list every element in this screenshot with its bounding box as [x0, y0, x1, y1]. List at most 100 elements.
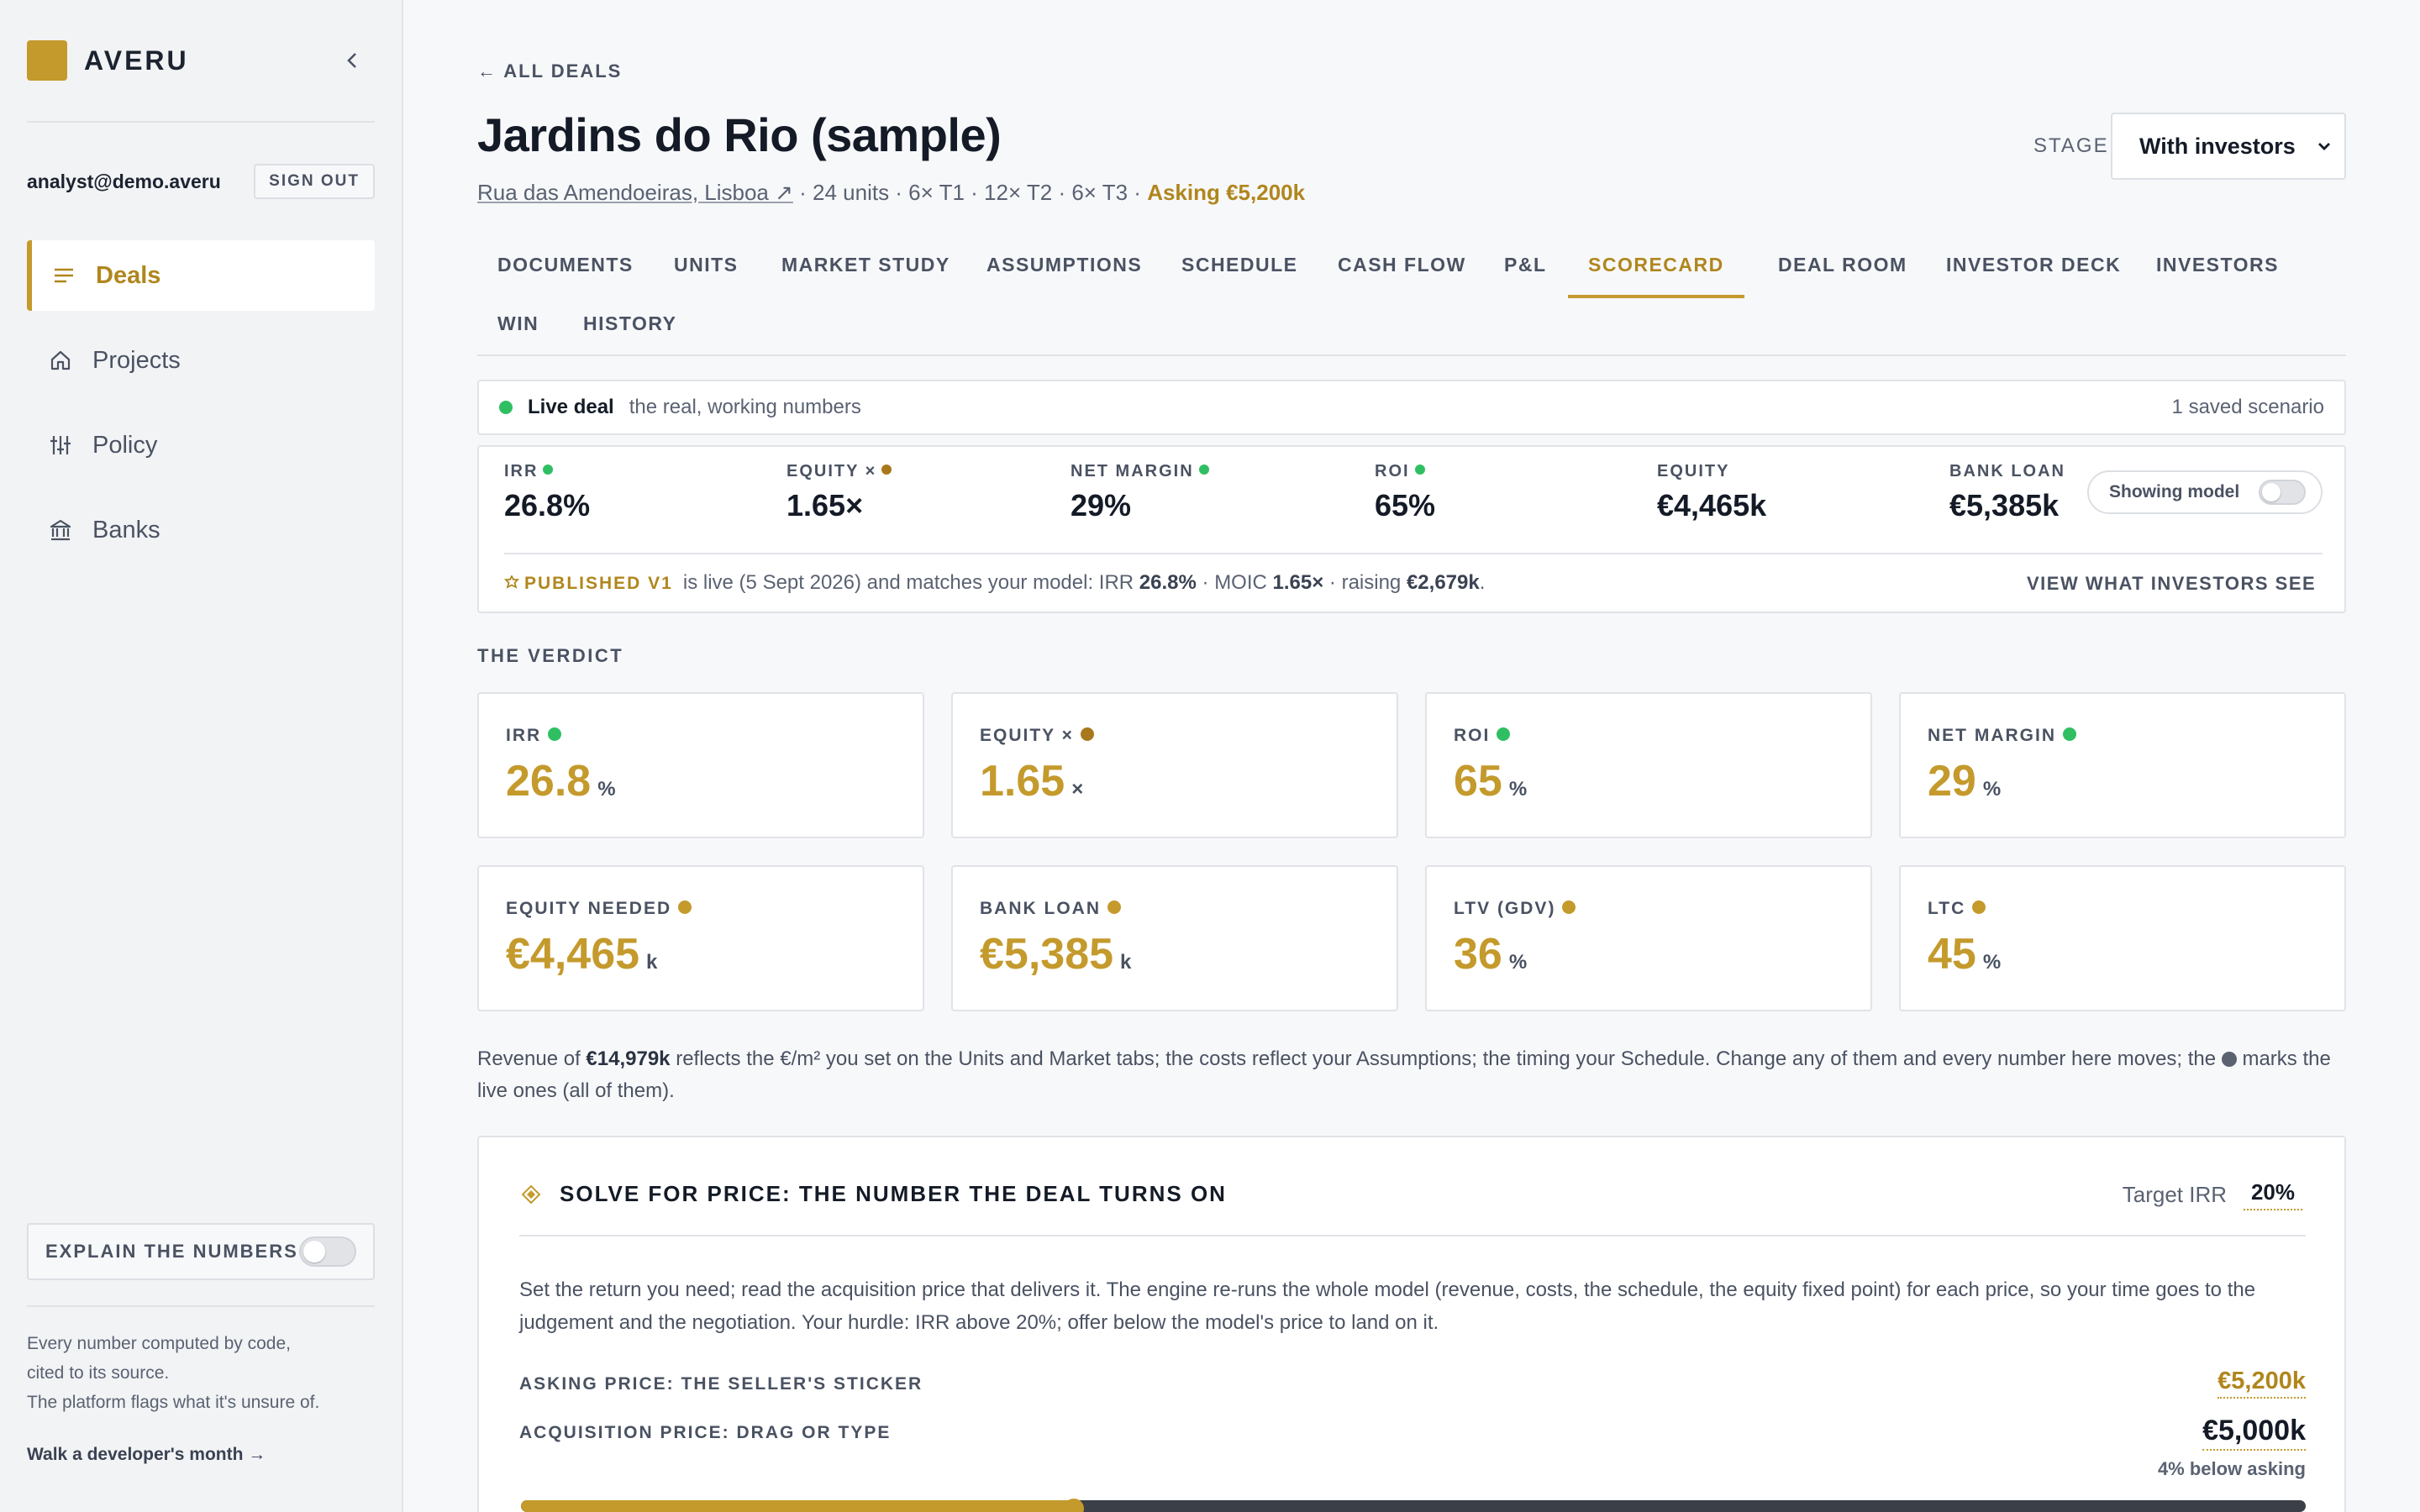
- solve-title-text: SOLVE FOR PRICE: THE NUMBER THE DEAL TUR…: [560, 1181, 1227, 1206]
- live-deal-title: Live deal: [528, 396, 614, 418]
- tab-history[interactable]: HISTORY: [583, 312, 677, 334]
- live-deal-bar[interactable]: Live deal the real, working numbers 1 sa…: [477, 380, 2346, 435]
- brand-name: AVERU: [84, 45, 189, 76]
- tab-cash-flow[interactable]: CASH FLOW: [1338, 254, 1466, 276]
- address-link[interactable]: Rua das Amendoeiras, Lisboa ↗: [477, 180, 793, 205]
- tab-deal-room[interactable]: DEAL ROOM: [1778, 254, 1907, 276]
- slider-thumb[interactable]: [1064, 1499, 1084, 1512]
- metric-label: EQUITY: [1657, 462, 1766, 481]
- chevron-down-icon: [2318, 143, 2330, 150]
- verdict-heading: THE VERDICT: [477, 645, 624, 666]
- asking-price-label: ASKING PRICE: THE SELLER'S STICKER: [519, 1374, 923, 1394]
- all-deals-back-link[interactable]: ← ALL DEALS: [477, 60, 623, 81]
- brand[interactable]: AVERU: [27, 40, 189, 81]
- verdict-label: EQUITY NEEDED: [506, 899, 692, 919]
- metric-label-text: ROI: [1375, 462, 1410, 480]
- published-badge-text: PUBLISHED V1: [524, 574, 673, 593]
- sidebar-item-deals[interactable]: Deals: [27, 240, 375, 311]
- sidebar-item-label: Deals: [96, 261, 161, 289]
- status-dot: [678, 900, 692, 914]
- sidebar-note: Every number computed by code, cited to …: [27, 1329, 375, 1417]
- tab-win[interactable]: WIN: [497, 312, 539, 334]
- showing-model-toggle[interactable]: Showing model: [2087, 470, 2323, 514]
- status-dot: [1497, 727, 1511, 741]
- verdict-value: 26.8%: [506, 756, 616, 806]
- published-raise: €2,679k: [1406, 571, 1480, 594]
- metric-value: €4,465k: [1657, 488, 1767, 522]
- metric-label: EQUITY ×: [786, 462, 892, 481]
- verdict-number: 1.65: [980, 757, 1065, 806]
- diamond-icon: [521, 1184, 541, 1204]
- verdict-value: €5,385 k: [980, 929, 1131, 979]
- revenue-note-text: Revenue of: [477, 1047, 587, 1070]
- metric-label: IRR: [504, 462, 590, 481]
- home-icon: [50, 350, 71, 370]
- metric-net-margin: NET MARGIN 29%: [1071, 462, 1209, 523]
- verdict-unit: %: [597, 778, 616, 801]
- metric-value: 26.8%: [504, 488, 591, 522]
- published-irr: 26.8%: [1139, 571, 1197, 594]
- verdict-card-bank-loan: BANK LOAN €5,385 k: [951, 865, 1398, 1011]
- tab-assumptions[interactable]: ASSUMPTIONS: [986, 254, 1143, 276]
- stage-select[interactable]: With investors: [2111, 113, 2346, 180]
- published-badge: PUBLISHED V1: [504, 574, 673, 593]
- verdict-card-roi: ROI 65%: [1425, 692, 1872, 838]
- verdict-label: EQUITY ×: [980, 726, 1094, 746]
- verdict-unit: %: [1508, 778, 1528, 801]
- below-asking-note: 4% below asking: [2157, 1458, 2306, 1479]
- showing-model-switch[interactable]: [2259, 480, 2306, 505]
- walk-developer-month-link[interactable]: Walk a developer's month →: [27, 1445, 266, 1464]
- target-irr-input[interactable]: 20%: [2244, 1179, 2302, 1210]
- sidebar-item-banks[interactable]: Banks: [27, 495, 375, 565]
- verdict-card-net-margin: NET MARGIN 29%: [1899, 692, 2346, 838]
- sidebar-divider: [27, 1305, 375, 1307]
- deal-tabs: DOCUMENTS UNITS MARKET STUDY ASSUMPTIONS…: [477, 239, 2346, 356]
- solve-description: Set the return you need; read the acquis…: [519, 1278, 2256, 1334]
- tab-investor-deck[interactable]: INVESTOR DECK: [1946, 254, 2122, 276]
- verdict-label-text: LTC: [1928, 899, 1966, 918]
- published-text: .: [1479, 571, 1486, 594]
- user-email: analyst@demo.averu: [27, 170, 221, 192]
- tab-pl[interactable]: P&L: [1504, 254, 1547, 276]
- slider-fill: [521, 1500, 1074, 1512]
- stage-label: STAGE: [2033, 134, 2109, 157]
- tab-units[interactable]: UNITS: [674, 254, 739, 276]
- sidebar-note-line: Every number computed by code,: [27, 1334, 291, 1353]
- verdict-label-text: EQUITY ×: [980, 726, 1074, 745]
- sign-out-button[interactable]: SIGN OUT: [254, 164, 375, 199]
- published-text: · MOIC: [1196, 571, 1273, 594]
- collapse-sidebar-button[interactable]: [336, 44, 370, 77]
- explain-numbers-toggle[interactable]: [299, 1236, 356, 1267]
- verdict-card-ltv: LTV (GDV) 36%: [1425, 865, 1872, 1011]
- asking-price: Asking €5,200k: [1147, 180, 1306, 205]
- revenue-note: Revenue of €14,979k reflects the €/m² yo…: [477, 1043, 2346, 1107]
- verdict-value: 36%: [1454, 929, 1527, 979]
- verdict-label: NET MARGIN: [1928, 726, 2076, 746]
- solve-title: SOLVE FOR PRICE: THE NUMBER THE DEAL TUR…: [521, 1181, 1227, 1207]
- metric-label: ROI: [1375, 462, 1435, 481]
- tab-documents[interactable]: DOCUMENTS: [497, 254, 634, 276]
- sidebar-item-policy[interactable]: Policy: [27, 410, 375, 480]
- sidebar-divider: [27, 121, 375, 123]
- verdict-unit: ×: [1071, 778, 1084, 801]
- tab-schedule[interactable]: SCHEDULE: [1181, 254, 1298, 276]
- published-text: · raising: [1323, 571, 1407, 594]
- sidebar-item-projects[interactable]: Projects: [27, 325, 375, 396]
- bank-icon: [50, 519, 71, 541]
- saved-scenarios[interactable]: 1 saved scenario: [2171, 396, 2324, 418]
- units-summary: · 24 units · 6× T1 · 12× T2 · 6× T3 ·: [792, 180, 1148, 205]
- revenue-note-text: marks the live ones (all of them).: [477, 1047, 2331, 1102]
- verdict-label: IRR: [506, 726, 562, 746]
- acquisition-price-slider[interactable]: [521, 1499, 2420, 1512]
- tab-market-study[interactable]: MARKET STUDY: [781, 254, 950, 276]
- verdict-unit: %: [1982, 778, 2002, 801]
- tab-investors[interactable]: INVESTORS: [2156, 254, 2279, 276]
- tab-scorecard[interactable]: SCORECARD: [1568, 239, 1744, 298]
- verdict-card-ltc: LTC 45%: [1899, 865, 2346, 1011]
- verdict-value: 29%: [1928, 756, 2001, 806]
- acquisition-price-input[interactable]: €5,000k: [2202, 1415, 2306, 1451]
- verdict-card-irr: IRR 26.8%: [477, 692, 924, 838]
- status-dot: [1414, 465, 1425, 475]
- view-investors-link[interactable]: VIEW WHAT INVESTORS SEE: [2027, 573, 2317, 594]
- verdict-card-equity-multiple: EQUITY × 1.65 ×: [951, 692, 1398, 838]
